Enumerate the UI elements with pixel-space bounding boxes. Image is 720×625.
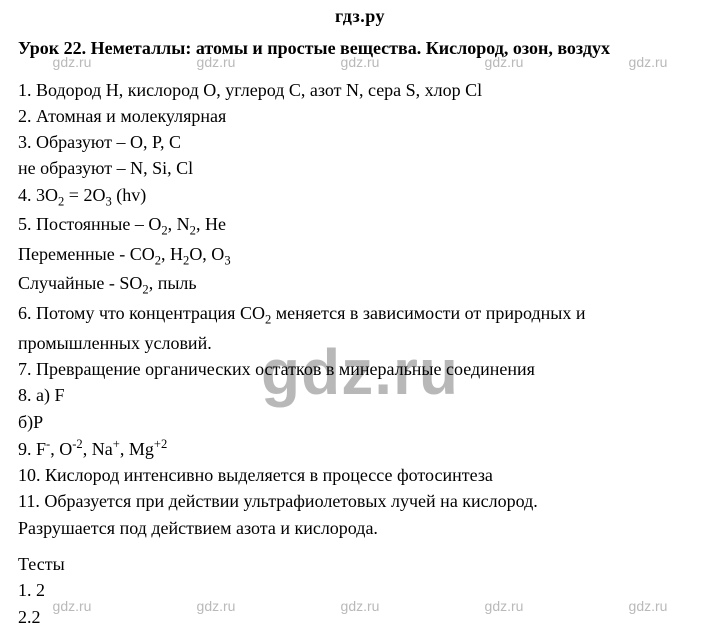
lesson-title: Урок 22. Неметаллы: атомы и простые веще… — [18, 27, 702, 60]
line-8: 8. а) F — [18, 383, 702, 407]
line-5b-o: O, O — [189, 244, 224, 264]
line-11: 11. Образуется при действии ультрафиолет… — [18, 489, 702, 513]
sup-plus: + — [113, 437, 120, 451]
line-10: 10. Кислород интенсивно выделяется в про… — [18, 463, 702, 487]
line-4-mid: = 2O — [64, 185, 105, 205]
line-5: 5. Постоянные – O2, N2, He — [18, 212, 702, 240]
document-body: 1. Водород H, кислород O, углерод C, азо… — [18, 60, 702, 625]
line-5b-pre: Переменные - CO — [18, 244, 155, 264]
line-5c-pre: Случайные - SO — [18, 273, 142, 293]
line-5c-end: , пыль — [149, 273, 197, 293]
line-9-mg: , Mg — [120, 439, 154, 459]
line-5b: Переменные - CO2, H2O, O3 — [18, 242, 702, 270]
line-5-end: , He — [196, 214, 226, 234]
line-3: 3. Образуют – O, P, C — [18, 130, 702, 154]
line-5c: Случайные - SO2, пыль — [18, 271, 702, 299]
page: гдз.ру Урок 22. Неметаллы: атомы и прост… — [0, 0, 720, 625]
line-5b-mid: , H — [161, 244, 183, 264]
line-5-sep: , N — [168, 214, 190, 234]
test-1: 1. 2 — [18, 578, 702, 602]
line-4: 4. 3O2 = 2O3 (hv) — [18, 183, 702, 211]
line-1: 1. Водород H, кислород O, углерод C, азо… — [18, 78, 702, 102]
line-5-pre: 5. Постоянные – O — [18, 214, 161, 234]
line-4-post: (hv) — [112, 185, 147, 205]
line-3b: не образуют – N, Si, Cl — [18, 156, 702, 180]
line-9-na: , Na — [83, 439, 113, 459]
line-7: 7. Превращение органических остатков в м… — [18, 357, 702, 381]
site-header: гдз.ру — [18, 0, 702, 27]
test-2: 2.2 — [18, 605, 702, 625]
line-9-pre: 9. F — [18, 439, 46, 459]
line-4-pre: 4. 3O — [18, 185, 58, 205]
sup-plus2: +2 — [154, 437, 167, 451]
line-2: 2. Атомная и молекулярная — [18, 104, 702, 128]
line-6: 6. Потому что концентрация CO2 меняется … — [18, 301, 702, 329]
line-9-o: , O — [50, 439, 72, 459]
line-9: 9. F-, O-2, Na+, Mg+2 — [18, 436, 702, 461]
line-11b: Разрушается под действием азота и кислор… — [18, 516, 702, 540]
line-8b: б)P — [18, 410, 702, 434]
sup-minus2: -2 — [72, 437, 83, 451]
line-6b: промышленных условий. — [18, 331, 702, 355]
line-6-pre: 6. Потому что концентрация CO — [18, 303, 265, 323]
tests-label: Тесты — [18, 542, 702, 576]
sub-3b: 3 — [224, 253, 230, 267]
line-6-post: меняется в зависимости от природных и — [271, 303, 585, 323]
